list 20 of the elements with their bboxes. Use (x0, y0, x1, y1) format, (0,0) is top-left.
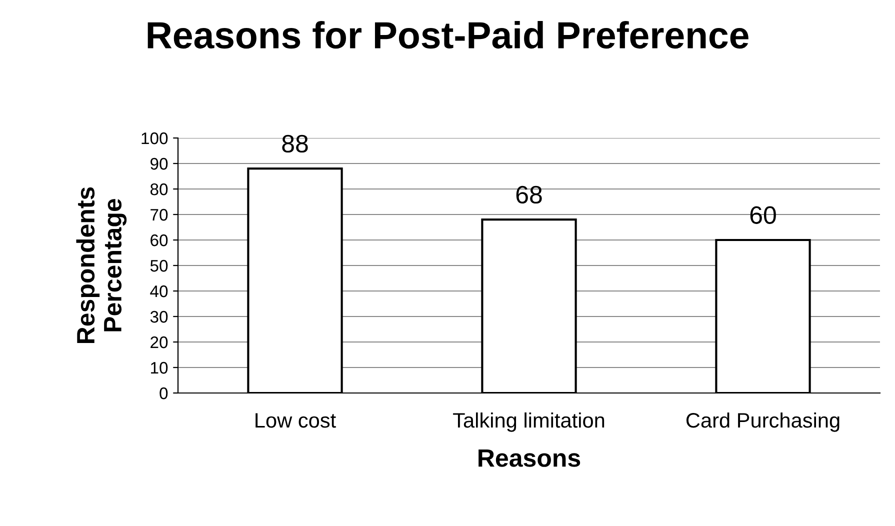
y-tick-label: 20 (150, 336, 168, 348)
x-tick-label: Talking limitation (453, 412, 604, 432)
y-axis-title: Respondents Percentage (76, 187, 127, 343)
y-tick-label: 30 (150, 310, 168, 323)
y-tick-label: 0 (160, 387, 168, 400)
y-tick-label: 10 (151, 362, 168, 374)
x-tick-label: Low cost (256, 413, 336, 428)
x-axis-title: Reasons (478, 449, 580, 467)
y-tick-label: 80 (150, 183, 168, 196)
data-label: 60 (750, 206, 776, 224)
y-tick-label: 40 (150, 285, 168, 298)
y-tick-label: 70 (150, 208, 168, 221)
y-tick-label: 100 (142, 132, 168, 144)
x-tick-label: Card Purchasing (686, 412, 840, 432)
data-label: 88 (282, 134, 308, 153)
data-label: 68 (516, 186, 542, 204)
y-tick-label: 90 (150, 158, 168, 170)
y-tick-label: 50 (150, 260, 168, 272)
y-tick-label: 60 (150, 234, 168, 246)
chart-title: Reasons for Post-Paid Preference (148, 21, 748, 49)
